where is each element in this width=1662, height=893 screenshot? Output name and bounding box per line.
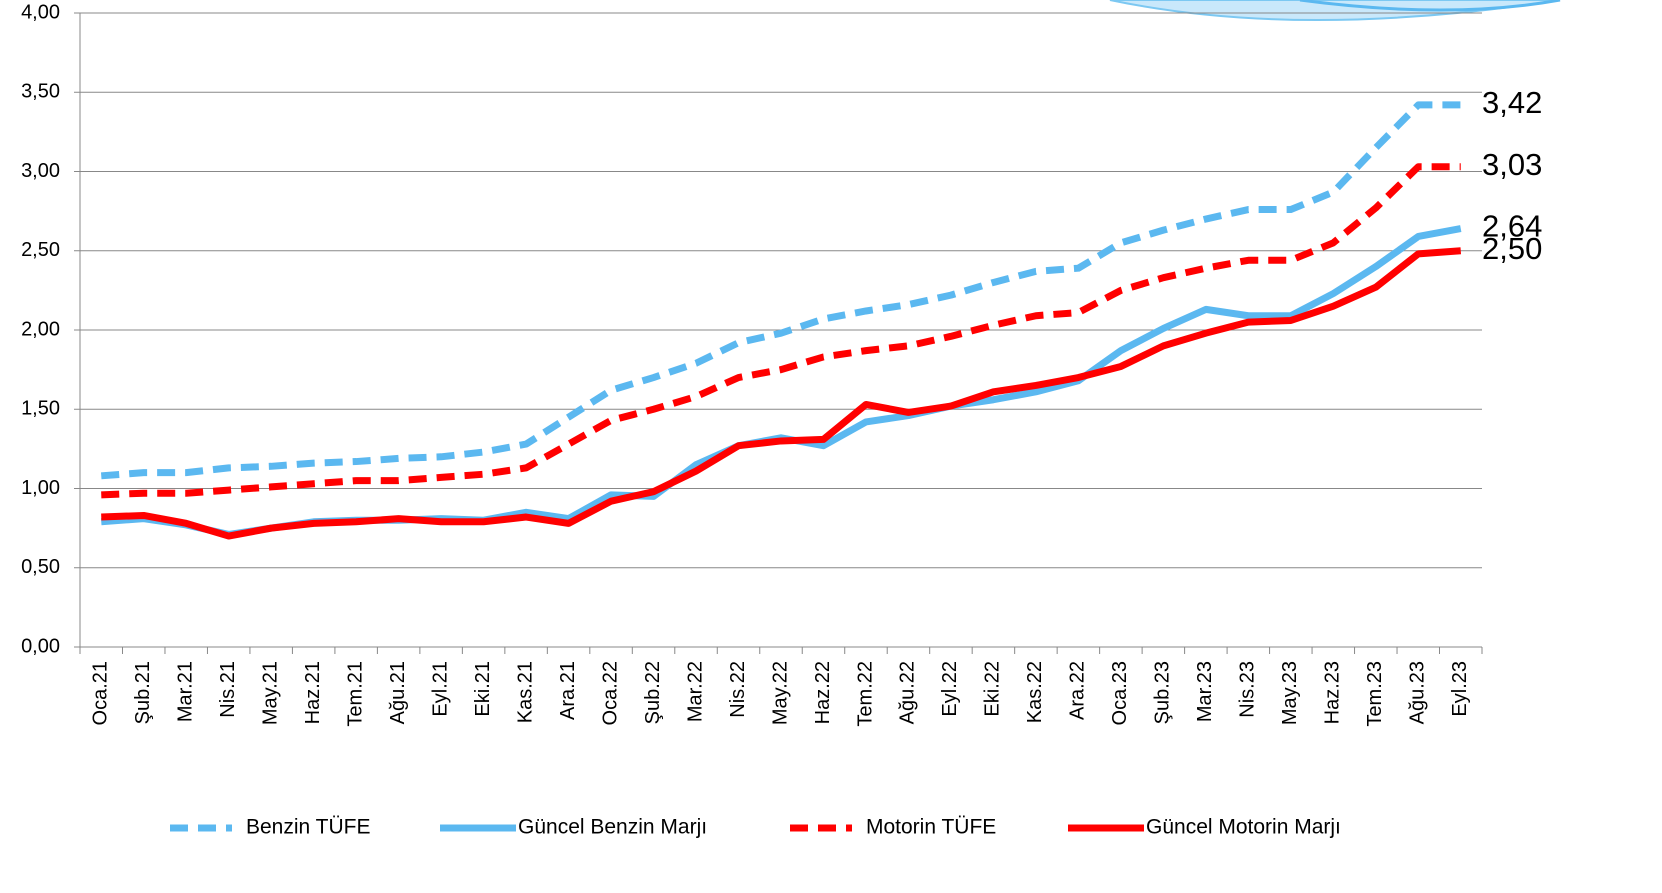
x-tick-label: Nis.23 [1237, 661, 1259, 718]
x-tick-label: Mar.23 [1194, 661, 1216, 722]
x-tick-label: Oca.22 [599, 661, 621, 725]
x-tick-label: Nis.22 [727, 661, 749, 718]
y-tick-label: 1,50 [21, 398, 60, 420]
series-line [101, 251, 1461, 536]
y-tick-label: 3,50 [21, 81, 60, 103]
legend-item: Benzin TÜFE [170, 816, 371, 839]
x-tick-label: Eyl.23 [1449, 661, 1471, 717]
legend-label: Motorin TÜFE [866, 816, 996, 839]
x-tick-label: Ağu.22 [897, 661, 919, 724]
x-tick-label: Tem.23 [1364, 661, 1386, 727]
x-tick-label: Oca.21 [90, 661, 112, 725]
decoration [1110, 0, 1560, 20]
chart: 0,00 0,50 1,00 1,50 2,00 2,50 3,00 3,50 4,00 Oca.… [0, 0, 1662, 893]
x-tick-label: Kas.22 [1024, 661, 1046, 723]
legend-label: Güncel Motorin Marjı [1146, 816, 1341, 839]
x-tick-label: Eyl.21 [429, 661, 451, 717]
y-tick-label: 1,00 [21, 477, 60, 499]
x-tick-label: Tem.22 [854, 661, 876, 727]
x-tick-label: Oca.23 [1109, 661, 1131, 725]
x-tick-label: Ağu.21 [387, 661, 409, 724]
y-tick-label: 4,00 [21, 1, 60, 23]
y-tick-label: 0,50 [21, 556, 60, 578]
x-tick-label: Haz.21 [302, 661, 324, 724]
y-tick-label: 3,00 [21, 160, 60, 182]
value-label: 3,42 [1482, 85, 1542, 120]
value-label: 3,03 [1482, 147, 1542, 182]
x-tick-label: Eki.22 [982, 661, 1004, 717]
legend-label: Güncel Benzin Marjı [518, 816, 707, 839]
legend-label: Benzin TÜFE [246, 816, 371, 839]
legend-item: Motorin TÜFE [790, 816, 996, 839]
x-tick-label: Mar.22 [684, 661, 706, 722]
x-tick-label: Tem.21 [344, 661, 366, 727]
x-tick-label: May.23 [1279, 661, 1301, 725]
y-tick-label: 2,00 [21, 318, 60, 340]
x-tick-label: May.22 [769, 661, 791, 725]
x-tick-label: Haz.22 [812, 661, 834, 724]
x-tick-label: Mar.21 [174, 661, 196, 722]
x-tick-label: Ağu.23 [1407, 661, 1429, 724]
value-label: 2,50 [1482, 231, 1542, 266]
y-tick-label: 0,00 [21, 635, 60, 657]
x-tick-label: Ara.22 [1067, 661, 1089, 720]
x-tick-label: Haz.23 [1322, 661, 1344, 724]
x-tick-label: Şub.23 [1152, 661, 1174, 724]
legend-item: Güncel Benzin Marjı [440, 816, 707, 839]
x-tick-label: Nis.21 [217, 661, 239, 718]
page: {"chart_data": {"type": "line", "categor… [0, 0, 1662, 893]
legend-item: Güncel Motorin Marjı [1068, 816, 1341, 839]
y-tick-label: 2,50 [21, 239, 60, 261]
x-tick-label: Şub.21 [132, 661, 154, 724]
series-line [101, 105, 1461, 476]
x-tick-label: Eyl.22 [939, 661, 961, 717]
x-tick-label: Eki.21 [472, 661, 494, 717]
x-tick-label: May.21 [259, 661, 281, 725]
x-tick-label: Ara.21 [557, 661, 579, 720]
x-tick-label: Kas.21 [514, 661, 536, 723]
x-tick-label: Şub.22 [642, 661, 664, 724]
